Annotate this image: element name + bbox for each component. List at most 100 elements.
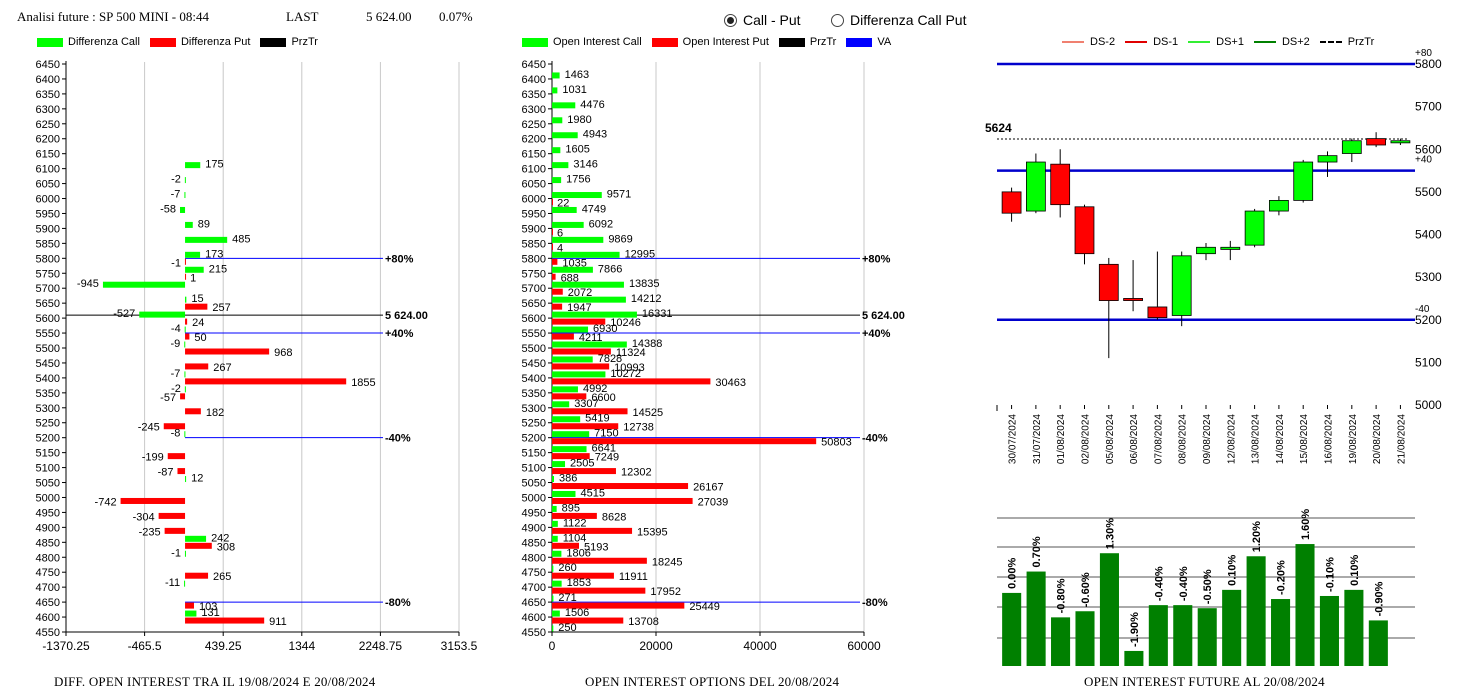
oi-future-bar bbox=[1319, 595, 1339, 666]
call-value-label: 175 bbox=[205, 159, 223, 171]
call-bar bbox=[102, 281, 186, 288]
call-bar bbox=[552, 132, 578, 139]
put-bar bbox=[552, 288, 563, 295]
legend-item-oi-call[interactable]: Open Interest Call bbox=[522, 36, 642, 48]
put-bar bbox=[552, 348, 611, 355]
radio-differenza-label: Differenza Call Put bbox=[850, 12, 967, 28]
call-bar bbox=[552, 461, 566, 468]
call-value-label: -11 bbox=[165, 577, 180, 589]
legend-item-call[interactable]: Differenza Call bbox=[37, 36, 140, 48]
call-value-label: 173 bbox=[205, 248, 223, 260]
y-tick-label: 5400 bbox=[1415, 228, 1442, 242]
oi-future-bar bbox=[1075, 611, 1095, 666]
legend-item-ds-p2[interactable]: DS+2 bbox=[1253, 36, 1310, 48]
legend-item-oi-put[interactable]: Open Interest Put bbox=[651, 36, 769, 48]
page-title: Analisi future : SP 500 MINI - 08:44 bbox=[17, 9, 209, 24]
put-bar bbox=[552, 333, 574, 340]
put-value-label: 50803 bbox=[821, 437, 852, 449]
put-bar bbox=[552, 557, 647, 564]
call-bar bbox=[552, 117, 563, 124]
call-value-label: 7828 bbox=[598, 353, 622, 365]
legend-item-oi-przt[interactable]: PrzTr bbox=[778, 36, 836, 48]
legend-przt-label: PrzTr bbox=[291, 36, 318, 48]
call-bar bbox=[552, 236, 604, 243]
strike-label: 5650 bbox=[522, 298, 546, 310]
put-value-label: 4 bbox=[557, 242, 563, 254]
strike-label: 5300 bbox=[36, 403, 60, 415]
put-value-label: -245 bbox=[138, 422, 160, 434]
call-bar bbox=[552, 446, 587, 453]
strike-label: 6350 bbox=[36, 89, 60, 101]
strike-label: 4650 bbox=[522, 597, 546, 609]
call-value-label: -527 bbox=[113, 308, 135, 320]
footer-left: DIFF. OPEN INTEREST TRA IL 19/08/2024 E … bbox=[54, 674, 376, 689]
x-tick-label: -465.5 bbox=[128, 639, 162, 653]
put-bar bbox=[185, 363, 209, 370]
put-value-label: 15395 bbox=[637, 526, 668, 538]
legend-oi-put-label: Open Interest Put bbox=[682, 36, 769, 48]
oi-future-bar bbox=[1148, 605, 1168, 666]
legend-item-ds-1[interactable]: DS-1 bbox=[1125, 36, 1178, 48]
call-value-label: -8 bbox=[171, 428, 181, 440]
call-value-label: 4476 bbox=[580, 99, 604, 111]
call-value-label: -2 bbox=[171, 174, 181, 186]
date-label: 08/08/2024 bbox=[1178, 414, 1189, 464]
radio-differenza[interactable]: Differenza Call Put bbox=[831, 12, 966, 28]
oi-future-bar bbox=[1002, 592, 1022, 666]
strike-label: 5000 bbox=[522, 492, 546, 504]
date-label: 14/08/2024 bbox=[1275, 414, 1286, 464]
call-value-label: 12995 bbox=[625, 248, 656, 260]
date-label: 16/08/2024 bbox=[1324, 414, 1335, 464]
legend-ds-2-label: DS-2 bbox=[1090, 36, 1116, 48]
legend-item-ds-p1[interactable]: DS+1 bbox=[1188, 36, 1244, 48]
strike-label: 6400 bbox=[36, 74, 60, 86]
strike-label: 6000 bbox=[36, 194, 60, 206]
legend-item-ds-przt[interactable]: PrzTr bbox=[1319, 36, 1374, 48]
call-value-label: -4 bbox=[171, 323, 181, 335]
call-bar bbox=[552, 550, 562, 557]
call-bar bbox=[185, 266, 204, 273]
oi-future-bar bbox=[1051, 617, 1071, 666]
legend-item-przt[interactable]: PrzTr bbox=[260, 36, 318, 48]
legend-item-ds-2[interactable]: DS-2 bbox=[1062, 36, 1115, 48]
put-bar bbox=[552, 453, 590, 460]
oi-future-label: -0.40% bbox=[1153, 566, 1165, 601]
last-label: LAST bbox=[286, 9, 319, 24]
put-value-label: 911 bbox=[269, 616, 287, 628]
put-bar bbox=[185, 408, 201, 415]
radio-call-put[interactable]: Call - Put bbox=[724, 12, 801, 28]
call-bar bbox=[185, 296, 187, 303]
call-bar bbox=[185, 610, 197, 617]
put-value-label: 26167 bbox=[693, 482, 724, 494]
call-value-label: -7 bbox=[171, 189, 181, 201]
call-value-label: 1104 bbox=[563, 532, 587, 544]
call-bar bbox=[552, 206, 577, 213]
put-value-label: 12302 bbox=[621, 467, 652, 479]
reference-label: -40% bbox=[385, 433, 411, 445]
call-value-label: 895 bbox=[562, 502, 580, 514]
oi-future-bar bbox=[1295, 544, 1315, 666]
call-value-label: 7150 bbox=[594, 428, 618, 440]
legend-item-va[interactable]: VA bbox=[846, 36, 891, 48]
call-bar bbox=[552, 610, 560, 617]
strike-label: 5800 bbox=[522, 253, 546, 265]
przt-label: 5624 bbox=[985, 121, 1012, 135]
oi-future-bar bbox=[1197, 608, 1217, 666]
call-value-label: 5419 bbox=[585, 413, 609, 425]
put-bar bbox=[552, 258, 558, 265]
put-bar bbox=[167, 453, 186, 460]
put-bar bbox=[552, 438, 817, 445]
call-bar bbox=[184, 326, 186, 333]
legend-va-label: VA bbox=[877, 36, 892, 48]
put-value-label: 18245 bbox=[652, 556, 683, 568]
call-value-label: 386 bbox=[559, 473, 577, 485]
put-bar bbox=[552, 199, 553, 206]
call-value-label: 14212 bbox=[631, 293, 662, 305]
candle-body bbox=[1050, 163, 1071, 206]
put-value-label: 11911 bbox=[619, 571, 648, 583]
candle-body bbox=[1147, 306, 1168, 319]
legend-item-put[interactable]: Differenza Put bbox=[149, 36, 250, 48]
x-tick-label: 439.25 bbox=[205, 639, 242, 653]
call-value-label: 14388 bbox=[632, 338, 663, 350]
strike-label: 5400 bbox=[522, 373, 546, 385]
